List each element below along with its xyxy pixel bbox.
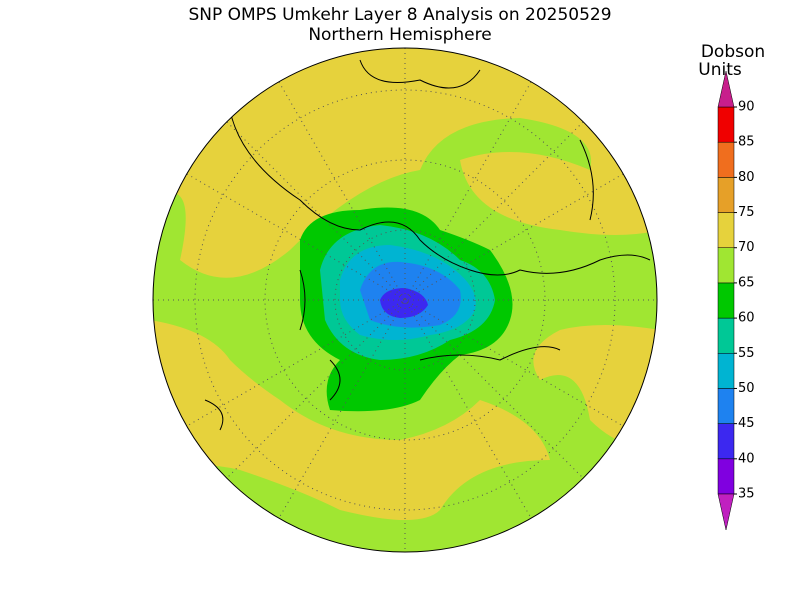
coastlines bbox=[204, 59, 651, 431]
latitude-line bbox=[334, 229, 476, 371]
colorbar-tick-label: 45 bbox=[738, 416, 755, 431]
map bbox=[153, 48, 657, 552]
colorbar-tick-label: 60 bbox=[738, 311, 755, 326]
latitude-line bbox=[264, 159, 546, 441]
subtitle: Northern Hemisphere bbox=[308, 25, 491, 45]
colorbar-tick-label: 80 bbox=[738, 170, 755, 185]
colorbar-tick-label: 40 bbox=[738, 451, 755, 466]
colorbar-tick-label: 35 bbox=[738, 487, 755, 502]
colorbar-tick-label: 65 bbox=[738, 275, 755, 290]
colorbar-band bbox=[717, 212, 735, 248]
colorbar-tick-label: 70 bbox=[738, 240, 755, 255]
colorbar-band bbox=[717, 423, 735, 460]
colorbar-label: Units bbox=[698, 60, 742, 80]
band-40-45 bbox=[380, 288, 428, 318]
colorbar-band bbox=[717, 247, 735, 284]
title: SNP OMPS Umkehr Layer 8 Analysis on 2025… bbox=[188, 5, 611, 25]
colorbar-band bbox=[717, 388, 735, 424]
colorbar-band bbox=[717, 106, 735, 143]
colorbar-band bbox=[717, 458, 735, 495]
colorbar-band bbox=[717, 177, 735, 213]
colorbar-band bbox=[717, 353, 735, 389]
globe-outline bbox=[152, 47, 658, 553]
colorbar-tick-label: 55 bbox=[738, 346, 755, 361]
colorbar-band bbox=[717, 141, 735, 178]
colorbar-tick-label: 90 bbox=[738, 100, 755, 115]
colorbar-over-arrow bbox=[717, 70, 735, 108]
colorbar-tick-label: 85 bbox=[738, 135, 755, 150]
colorbar-under-arrow bbox=[717, 493, 735, 531]
colorbar-label: Dobson bbox=[701, 42, 765, 62]
latitude-line bbox=[194, 89, 616, 511]
colorbar-tick-label: 50 bbox=[738, 381, 755, 396]
colorbar: 35 40 45 50 55 60 65 70 75 80 85 90 bbox=[717, 70, 755, 531]
colorbar-band bbox=[717, 282, 735, 319]
colorbar-tick-label: 75 bbox=[738, 205, 755, 220]
colorbar-band bbox=[717, 317, 735, 354]
